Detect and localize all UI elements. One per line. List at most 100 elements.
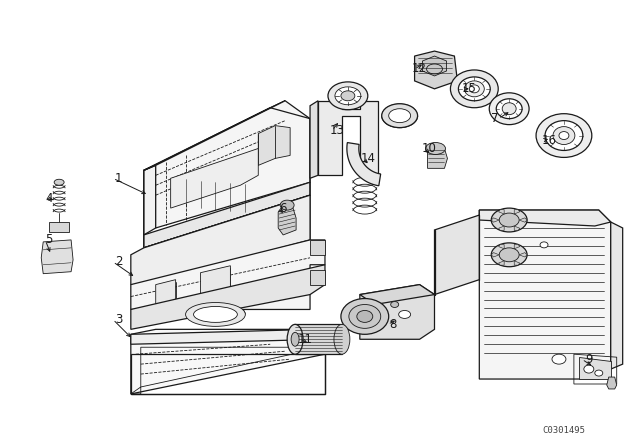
Ellipse shape [496, 99, 522, 119]
Polygon shape [144, 195, 310, 289]
Text: 15: 15 [462, 82, 477, 95]
Ellipse shape [335, 87, 361, 105]
Ellipse shape [341, 91, 355, 101]
Text: 9: 9 [585, 353, 593, 366]
Ellipse shape [451, 70, 498, 108]
Polygon shape [131, 195, 310, 284]
Ellipse shape [334, 324, 350, 354]
Polygon shape [499, 261, 504, 265]
Polygon shape [310, 270, 325, 284]
Ellipse shape [584, 365, 594, 373]
Polygon shape [579, 357, 611, 379]
Polygon shape [514, 226, 520, 230]
Polygon shape [41, 240, 73, 274]
Ellipse shape [291, 332, 299, 346]
Ellipse shape [357, 310, 372, 323]
Ellipse shape [287, 324, 303, 354]
Polygon shape [479, 210, 611, 379]
Polygon shape [514, 261, 520, 265]
Ellipse shape [341, 298, 388, 334]
Ellipse shape [280, 200, 294, 210]
Polygon shape [310, 101, 318, 178]
Ellipse shape [553, 127, 575, 145]
Ellipse shape [465, 81, 484, 97]
Polygon shape [310, 240, 325, 255]
Polygon shape [519, 218, 527, 222]
Polygon shape [360, 284, 435, 305]
Text: 10: 10 [422, 142, 437, 155]
Polygon shape [492, 253, 499, 257]
Polygon shape [49, 222, 69, 232]
Polygon shape [611, 222, 623, 369]
Ellipse shape [469, 85, 479, 93]
Text: 12: 12 [412, 62, 427, 75]
Ellipse shape [492, 243, 527, 267]
Ellipse shape [499, 248, 519, 262]
Text: 4: 4 [45, 192, 53, 205]
Polygon shape [318, 101, 378, 175]
Ellipse shape [54, 179, 64, 185]
Text: 5: 5 [45, 233, 53, 246]
Polygon shape [519, 253, 527, 257]
Text: 7: 7 [492, 112, 499, 125]
Text: 2: 2 [115, 255, 123, 268]
Polygon shape [492, 218, 499, 222]
Text: 13: 13 [330, 124, 344, 137]
Ellipse shape [499, 213, 519, 227]
Text: 1: 1 [115, 172, 123, 185]
Polygon shape [514, 245, 520, 249]
Polygon shape [131, 284, 144, 310]
Text: 3: 3 [115, 313, 123, 326]
Polygon shape [415, 51, 458, 89]
Ellipse shape [458, 77, 490, 101]
Polygon shape [131, 329, 325, 394]
Ellipse shape [595, 370, 603, 376]
Polygon shape [278, 202, 296, 235]
Ellipse shape [390, 302, 399, 307]
Ellipse shape [489, 93, 529, 125]
Ellipse shape [426, 142, 445, 155]
Text: 6: 6 [280, 202, 287, 215]
Polygon shape [422, 56, 447, 76]
Ellipse shape [399, 310, 411, 319]
Polygon shape [435, 215, 479, 294]
Text: C0301495: C0301495 [543, 426, 586, 435]
Polygon shape [499, 245, 504, 249]
Polygon shape [144, 165, 156, 235]
Ellipse shape [328, 82, 368, 110]
Ellipse shape [540, 242, 548, 248]
Polygon shape [499, 226, 504, 230]
Polygon shape [131, 265, 325, 329]
Polygon shape [607, 377, 617, 389]
Text: 16: 16 [541, 134, 557, 147]
Text: 14: 14 [360, 152, 375, 165]
Polygon shape [156, 280, 175, 307]
Polygon shape [144, 182, 310, 248]
Ellipse shape [193, 306, 237, 323]
Text: 8: 8 [389, 318, 396, 331]
Ellipse shape [559, 132, 569, 139]
Polygon shape [200, 266, 230, 296]
Polygon shape [131, 329, 325, 344]
Polygon shape [156, 101, 310, 228]
Ellipse shape [349, 305, 381, 328]
Polygon shape [479, 210, 611, 226]
Polygon shape [499, 210, 504, 214]
Polygon shape [347, 142, 381, 186]
Text: 11: 11 [298, 333, 312, 346]
Ellipse shape [186, 302, 245, 326]
Polygon shape [171, 148, 259, 208]
Ellipse shape [381, 104, 417, 128]
Ellipse shape [502, 103, 516, 115]
Polygon shape [131, 240, 325, 310]
Polygon shape [259, 125, 290, 165]
Polygon shape [295, 324, 342, 354]
Ellipse shape [492, 208, 527, 232]
Ellipse shape [552, 354, 566, 364]
Ellipse shape [545, 121, 583, 151]
Polygon shape [514, 210, 520, 214]
Polygon shape [428, 148, 447, 168]
Polygon shape [144, 101, 285, 170]
Ellipse shape [536, 114, 592, 157]
Polygon shape [360, 284, 435, 339]
